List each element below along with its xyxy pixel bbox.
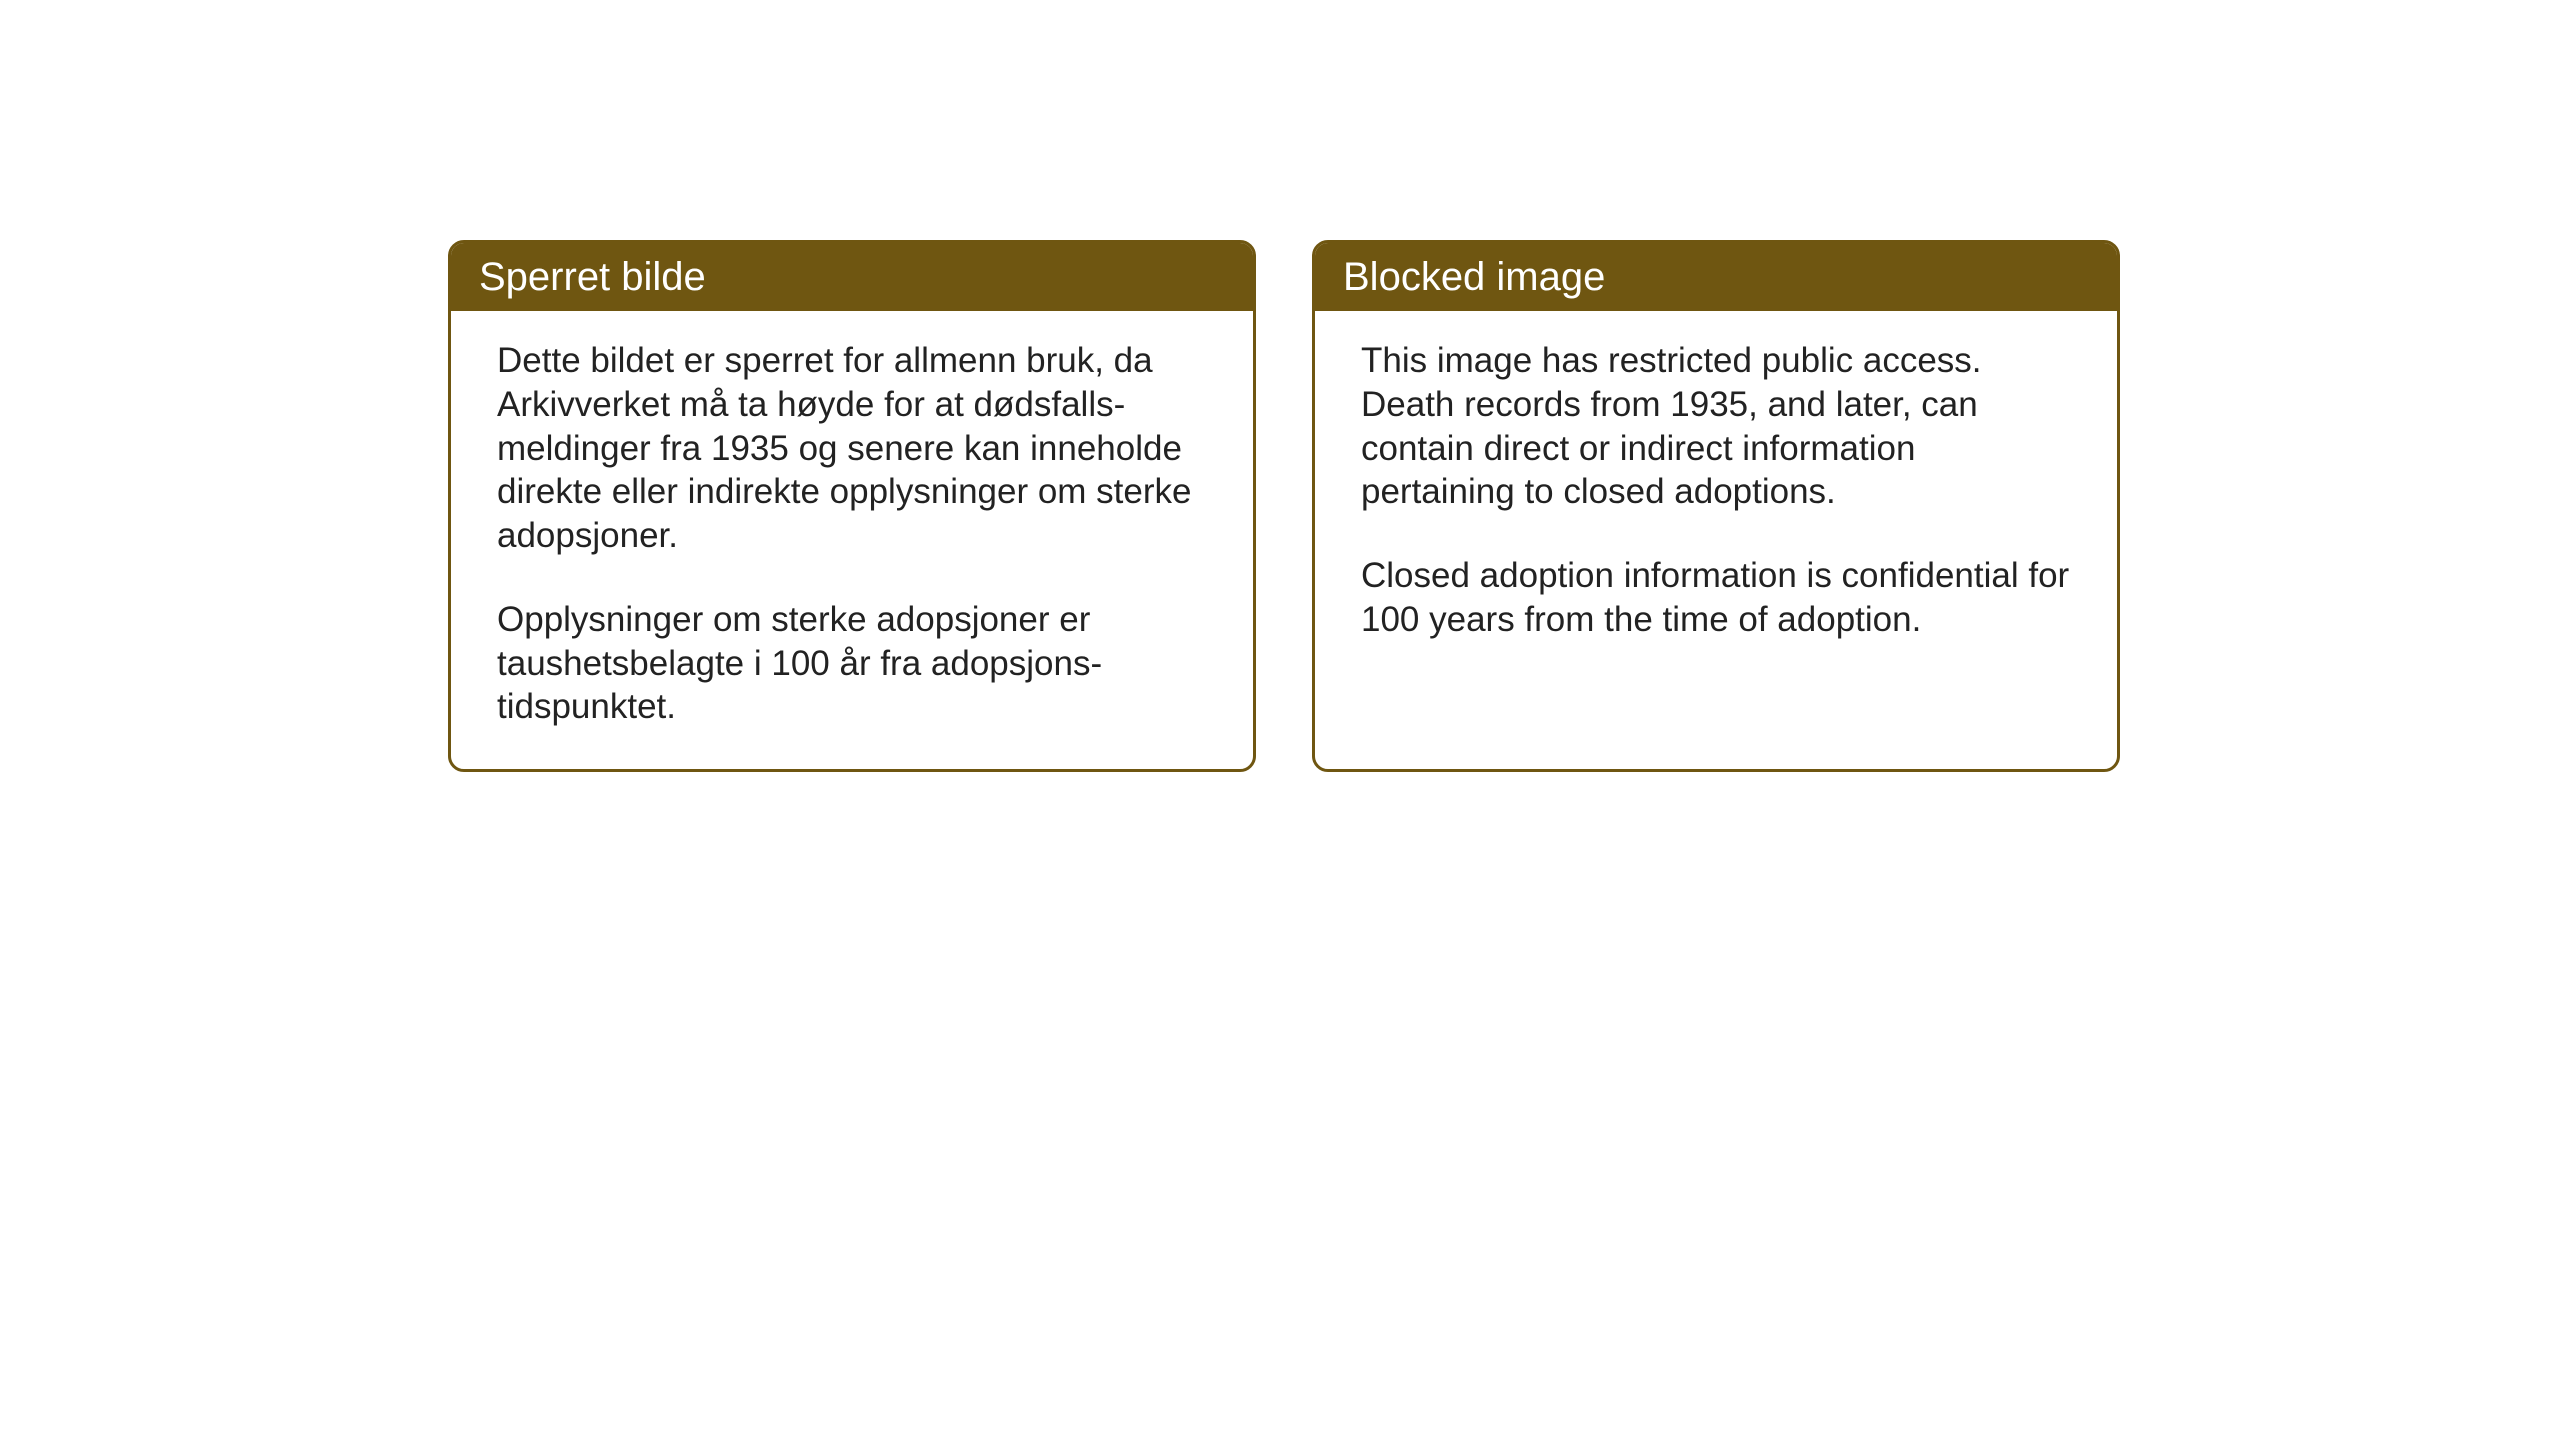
card-header-norwegian: Sperret bilde xyxy=(451,243,1253,311)
card-paragraph: Opplysninger om sterke adopsjoner er tau… xyxy=(497,598,1207,729)
card-norwegian: Sperret bilde Dette bildet er sperret fo… xyxy=(448,240,1256,772)
card-paragraph: This image has restricted public access.… xyxy=(1361,339,2071,514)
card-paragraph: Dette bildet er sperret for allmenn bruk… xyxy=(497,339,1207,558)
card-header-english: Blocked image xyxy=(1315,243,2117,311)
cards-container: Sperret bilde Dette bildet er sperret fo… xyxy=(448,240,2120,772)
card-body-english: This image has restricted public access.… xyxy=(1315,311,2117,769)
card-body-norwegian: Dette bildet er sperret for allmenn bruk… xyxy=(451,311,1253,769)
card-paragraph: Closed adoption information is confident… xyxy=(1361,554,2071,642)
cards-row: Sperret bilde Dette bildet er sperret fo… xyxy=(448,240,2120,772)
card-english: Blocked image This image has restricted … xyxy=(1312,240,2120,772)
